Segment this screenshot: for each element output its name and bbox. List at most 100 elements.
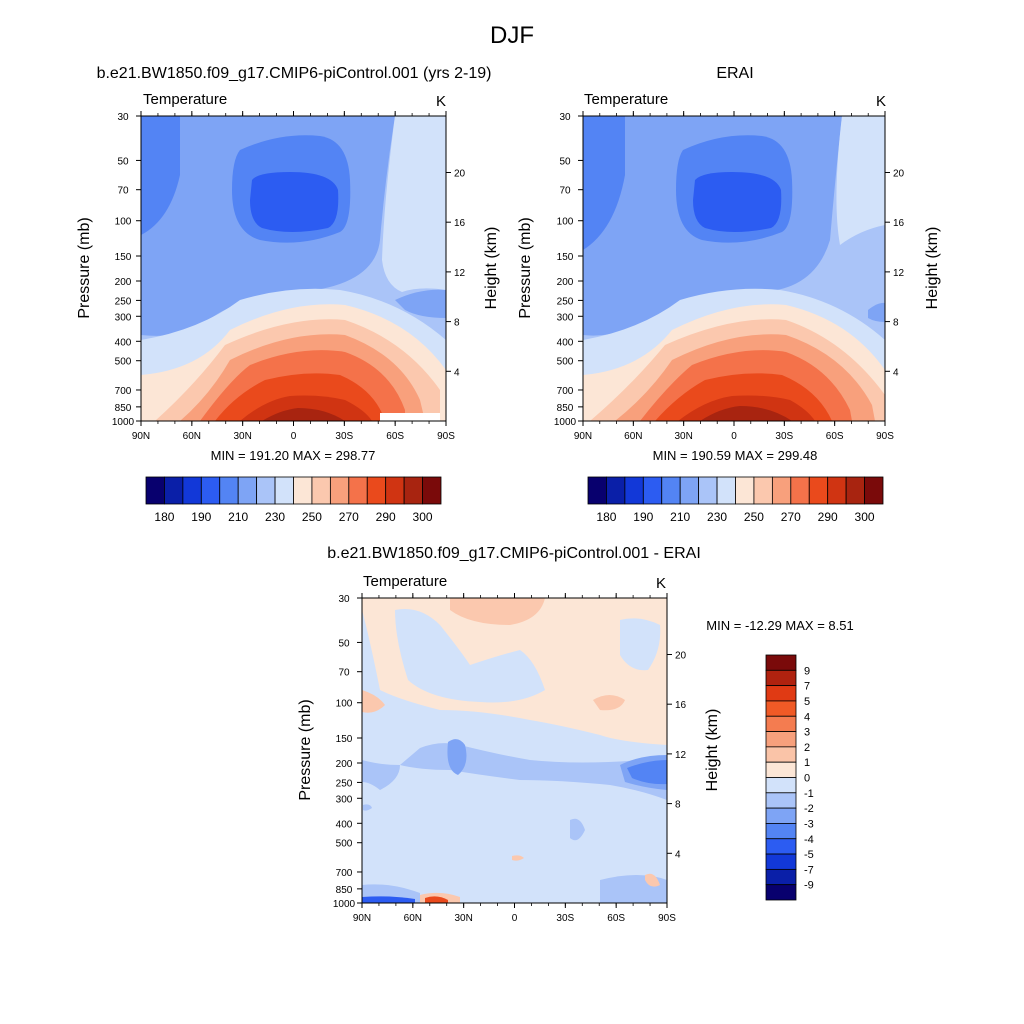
- colorbar-swatch: [219, 476, 239, 505]
- panel-erai: ERAI Temperature K Pressure (mb) Height …: [517, 65, 941, 463]
- height-tick-label: 12: [893, 268, 905, 279]
- contour-band: [382, 116, 446, 292]
- units-label: K: [436, 93, 446, 110]
- variable-label: Temperature: [584, 91, 668, 108]
- pressure-tick-label: 850: [115, 403, 132, 414]
- colorbar-label: 300: [855, 510, 875, 524]
- colorbar-swatch: [765, 685, 797, 702]
- colorbar-swatch: [808, 476, 829, 505]
- contour-field: [362, 598, 667, 903]
- contour-band: [425, 896, 448, 903]
- contour-band: [583, 116, 625, 250]
- lat-tick-label: 30S: [556, 913, 574, 924]
- colorbar-swatch: [329, 476, 350, 505]
- contour-band: [447, 739, 467, 775]
- colorbar-difference: 9 7 5 4 3 2 1 0 -1 -2 -3 -4 -5 -7 -9: [765, 654, 814, 901]
- pressure-tick-label: 100: [115, 217, 132, 228]
- pressure-tick-label: 200: [336, 759, 353, 770]
- missing-data: [380, 413, 440, 421]
- colorbar-swatch: [716, 476, 736, 505]
- colorbar-swatch: [790, 476, 810, 505]
- lat-tick-label: 0: [512, 913, 518, 924]
- height-tick-label: 20: [893, 168, 905, 179]
- colorbar-swatch: [661, 476, 681, 505]
- colorbar-swatch: [385, 476, 405, 505]
- colorbar-swatch: [765, 761, 797, 778]
- panel-title: ERAI: [716, 65, 753, 82]
- pressure-tick-label: 70: [117, 186, 129, 197]
- colorbar-label: -5: [804, 849, 814, 861]
- contour-band: [836, 116, 885, 245]
- lat-tick-label: 90S: [876, 431, 894, 442]
- pressure-tick-label: 300: [336, 794, 353, 805]
- pressure-tick-label: 50: [117, 156, 129, 167]
- contour-band: [450, 598, 545, 625]
- pressure-tick-label: 700: [557, 386, 574, 397]
- contour-band: [400, 743, 667, 800]
- colorbar-label: 9: [804, 665, 810, 677]
- colorbar-label: 2: [804, 742, 810, 754]
- lat-tick-label: 30N: [454, 913, 472, 924]
- y2-axis-label: Height (km): [924, 227, 941, 310]
- y-axis-label: Pressure (mb): [76, 217, 93, 318]
- min-max-label: MIN = 190.59 MAX = 299.48: [653, 448, 818, 463]
- pressure-tick-label: 850: [336, 885, 353, 896]
- contour-band: [593, 695, 625, 711]
- contour-band: [363, 804, 372, 811]
- colorbar-swatch: [182, 476, 202, 505]
- colorbar-swatch: [274, 476, 294, 505]
- colorbar-label: 180: [154, 510, 174, 524]
- colorbar-label: 210: [670, 510, 690, 524]
- pressure-tick-label: 400: [336, 819, 353, 830]
- colorbar-swatch: [642, 476, 663, 505]
- min-max-label: MIN = -12.29 MAX = 8.51: [706, 618, 853, 633]
- colorbar-swatch: [164, 476, 184, 505]
- height-tick-label: 8: [675, 800, 681, 811]
- lat-tick-label: 90N: [353, 913, 371, 924]
- colorbar-swatch: [765, 823, 797, 840]
- lat-tick-label: 30N: [233, 431, 251, 442]
- lat-tick-label: 60S: [607, 913, 625, 924]
- pressure-tick-label: 700: [115, 386, 132, 397]
- height-tick-label: 16: [675, 700, 687, 711]
- lat-tick-label: 60S: [826, 431, 844, 442]
- colorbar-label: 5: [804, 696, 810, 708]
- y2-axis-label: Height (km): [704, 709, 721, 792]
- pressure-tick-label: 500: [336, 839, 353, 850]
- colorbar-swatch: [771, 476, 792, 505]
- colorbar-label: -3: [804, 818, 814, 830]
- contour-band: [570, 818, 585, 841]
- lat-tick-label: 0: [291, 431, 297, 442]
- pressure-tick-label: 150: [115, 252, 132, 263]
- pressure-tick-label: 500: [557, 357, 574, 368]
- height-tick-label: 20: [675, 650, 687, 661]
- colorbar-swatch: [311, 476, 331, 505]
- pressure-tick-label: 200: [115, 277, 132, 288]
- variable-label: Temperature: [143, 91, 227, 108]
- colorbar-label: 1: [804, 757, 810, 769]
- colorbar-swatch: [765, 868, 797, 886]
- colorbar-swatch: [293, 476, 313, 505]
- colorbar-swatch: [765, 715, 797, 732]
- contour-band: [700, 406, 792, 421]
- contour-band: [693, 172, 782, 232]
- lat-tick-label: 90N: [132, 431, 150, 442]
- height-tick-label: 4: [675, 849, 681, 860]
- pressure-tick-label: 500: [115, 357, 132, 368]
- height-tick-label: 16: [893, 218, 905, 229]
- colorbar-swatch: [606, 476, 626, 505]
- panel-title: b.e21.BW1850.f09_g17.CMIP6-piControl.001…: [97, 65, 492, 82]
- pressure-tick-label: 850: [557, 403, 574, 414]
- colorbar-label: -4: [804, 834, 814, 846]
- pressure-tick-label: 100: [336, 699, 353, 710]
- lat-tick-label: 90N: [574, 431, 592, 442]
- colorbar-swatch: [765, 746, 797, 763]
- colorbar-label: 250: [744, 510, 764, 524]
- pressure-tick-label: 1000: [554, 417, 577, 428]
- units-label: K: [876, 93, 886, 110]
- lat-tick-label: 60N: [183, 431, 201, 442]
- contour-field: [141, 116, 446, 421]
- colorbar-model: 180 190 210 230 250 270 290 300: [145, 476, 442, 524]
- height-tick-label: 12: [675, 750, 687, 761]
- lat-tick-label: 0: [731, 431, 737, 442]
